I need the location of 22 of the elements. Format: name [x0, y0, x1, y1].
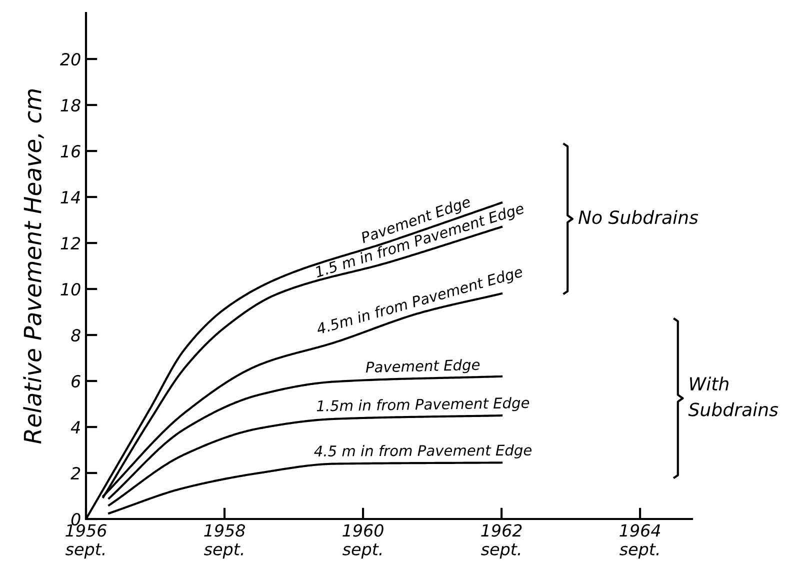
- y-tick-label: 12: [60, 236, 80, 250]
- y-tick-label: 10: [60, 282, 80, 296]
- x-tick-label: 1956 sept.: [66, 524, 106, 559]
- x-tick-label: 1958 sept.: [204, 524, 245, 559]
- x-tick-label: 1962 sept.: [481, 524, 522, 559]
- y-tick-label: 14: [60, 191, 80, 204]
- y-tick-label: 20: [60, 52, 80, 66]
- annotation: With Subdrains: [688, 376, 778, 416]
- series-label: Pavement Edge: [366, 358, 480, 376]
- y-tick-label: 18: [60, 98, 80, 112]
- y-tick-label: 6: [72, 374, 80, 388]
- y-tick-label: 0: [71, 512, 80, 526]
- series-label: 1.5m in from Pavement Edge: [316, 396, 530, 414]
- y-tick-label: 16: [60, 144, 80, 158]
- y-tick-label: 2: [70, 466, 80, 480]
- y-tick-label: 4: [70, 421, 80, 434]
- x-tick-label: 1960 sept.: [342, 524, 384, 559]
- y-tick-label: 8: [71, 328, 80, 342]
- y-axis-title: Relative Pavement Heave, cm: [23, 89, 44, 444]
- annotation: No Subdrains: [578, 210, 698, 224]
- x-tick-label: 1964 sept.: [620, 524, 660, 559]
- series-label: 4.5 m in from Pavement Edge: [314, 444, 532, 460]
